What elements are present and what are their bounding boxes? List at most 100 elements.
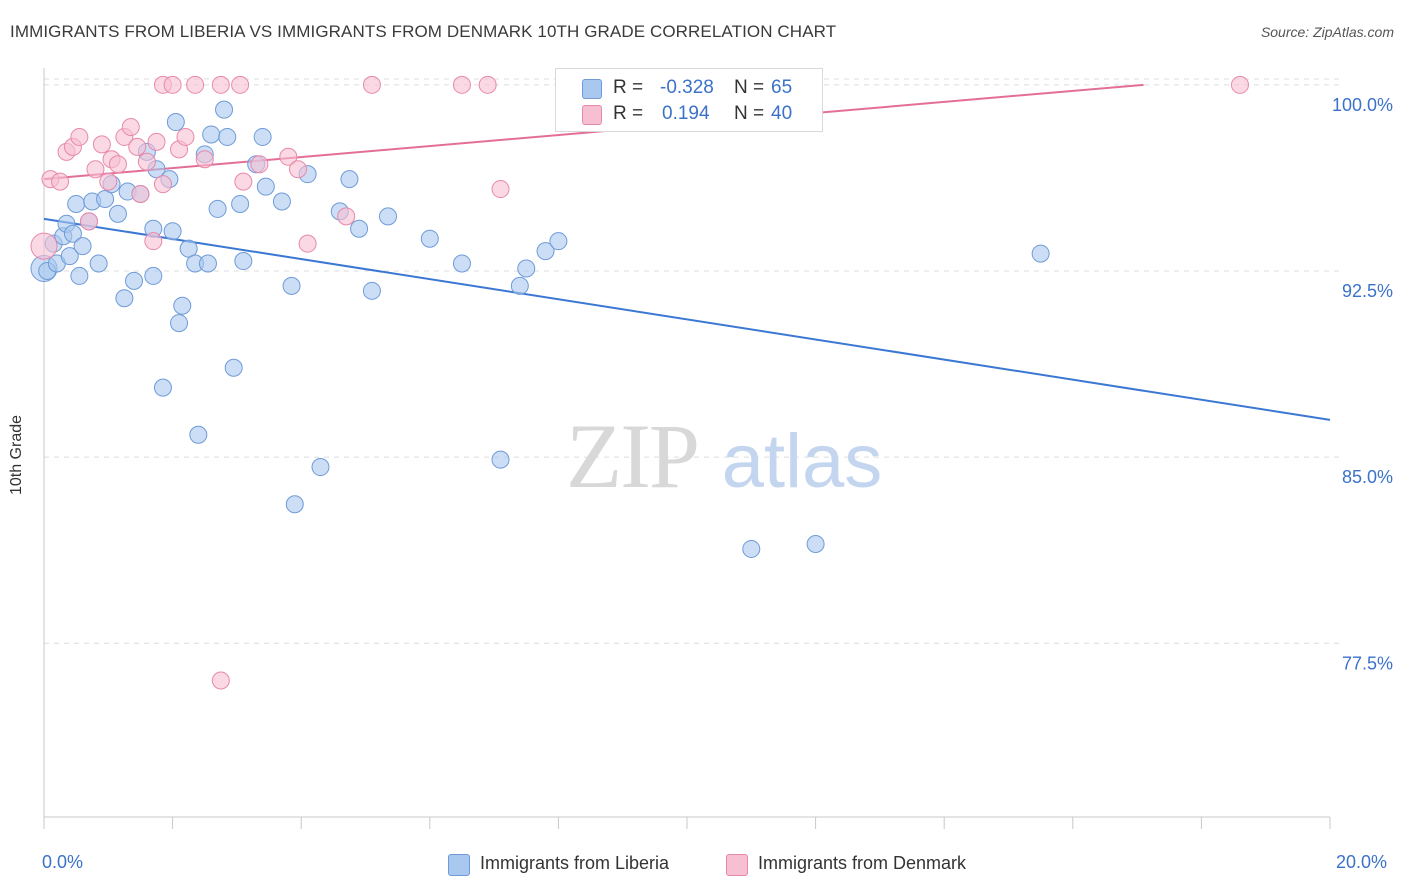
legend-swatch-denmark (582, 105, 602, 125)
bottom-legend-swatch-liberia (448, 854, 470, 876)
point-liberia (452, 254, 471, 273)
point-denmark (186, 75, 205, 94)
chart-title: IMMIGRANTS FROM LIBERIA VS IMMIGRANTS FR… (10, 22, 837, 41)
point-liberia (379, 207, 398, 226)
correlation-legend: R = -0.328 N = 65 R = 0.194 N = 40 (555, 68, 823, 132)
point-denmark (452, 75, 471, 94)
point-denmark (131, 185, 150, 204)
point-denmark (153, 175, 172, 194)
legend-row-denmark: R = 0.194 N = 40 (556, 101, 822, 127)
y-axis-label: 10th Grade (8, 414, 25, 496)
point-denmark (86, 160, 105, 179)
trend-line-liberia (43, 217, 1331, 421)
point-denmark (99, 172, 118, 191)
legend-n-label: N = (734, 77, 765, 98)
point-liberia (510, 276, 529, 295)
point-denmark (288, 160, 307, 179)
point-denmark (250, 155, 269, 174)
point-liberia (362, 281, 381, 300)
point-liberia (67, 194, 86, 213)
point-liberia (218, 127, 237, 146)
point-liberia (70, 266, 89, 285)
point-liberia (163, 222, 182, 241)
point-liberia (234, 252, 253, 271)
point-liberia (272, 192, 291, 211)
point-liberia (153, 378, 172, 397)
point-liberia (125, 271, 144, 290)
point-liberia (311, 458, 330, 477)
point-liberia (202, 125, 221, 144)
point-liberia (491, 450, 510, 469)
x-tick-label-max: 20.0% (1336, 852, 1388, 872)
legend-n-value: 65 (771, 77, 793, 98)
bottom-legend-label-denmark: Immigrants from Denmark (758, 853, 967, 873)
point-liberia (215, 100, 234, 119)
point-denmark (211, 75, 230, 94)
legend-n-label: N = (734, 103, 765, 124)
point-liberia (144, 266, 163, 285)
point-liberia (340, 170, 359, 189)
point-denmark (163, 75, 182, 94)
point-denmark (491, 180, 510, 199)
y-tick-label: 92.5% (1342, 281, 1393, 301)
point-denmark (92, 135, 111, 154)
grid-lines (44, 78, 1340, 644)
x-tick-label-min: 0.0% (42, 852, 84, 872)
y-tick-label: 100.0% (1332, 95, 1393, 115)
legend-r-value: -0.328 (660, 77, 714, 98)
point-denmark (195, 150, 214, 169)
source-credit[interactable]: Source: ZipAtlas.com (1260, 24, 1394, 40)
point-denmark (70, 127, 89, 146)
legend-row-liberia: R = -0.328 N = 65 (556, 75, 822, 101)
point-denmark (176, 127, 195, 146)
point-liberia (166, 113, 185, 132)
point-denmark (362, 75, 381, 94)
point-denmark (231, 75, 250, 94)
point-liberia (282, 276, 301, 295)
point-denmark (211, 671, 230, 690)
point-liberia (420, 229, 439, 248)
point-denmark (279, 147, 298, 166)
point-liberia (742, 539, 761, 558)
point-liberia (1031, 244, 1050, 263)
bottom-legend-label-liberia: Immigrants from Liberia (480, 853, 670, 873)
legend-r-value: 0.194 (662, 103, 710, 124)
point-liberia (806, 534, 825, 553)
point-liberia (208, 199, 227, 218)
point-liberia (179, 239, 198, 258)
watermark-atlas: atlas (722, 419, 883, 504)
point-denmark (108, 155, 127, 174)
point-liberia (285, 495, 304, 514)
point-denmark (478, 75, 497, 94)
point-liberia (253, 127, 272, 146)
point-liberia (350, 219, 369, 238)
point-liberia (96, 189, 115, 208)
point-liberia (517, 259, 536, 278)
point-liberia (89, 254, 108, 273)
point-liberia (115, 289, 134, 308)
point-denmark (1230, 75, 1249, 94)
point-liberia (549, 232, 568, 251)
axes (43, 68, 1331, 829)
point-denmark (30, 232, 58, 260)
y-tick-labels: 77.5% 85.0% 92.5% 100.0% (1332, 95, 1393, 673)
legend-swatch-liberia (582, 79, 602, 99)
point-denmark (51, 172, 70, 191)
point-denmark (121, 118, 140, 137)
point-liberia (536, 242, 555, 261)
point-liberia (63, 224, 82, 243)
point-liberia (170, 314, 189, 333)
point-liberia (198, 254, 217, 273)
legend-n-value: 40 (771, 103, 793, 124)
point-denmark (128, 137, 147, 156)
legend-r-label: R = (613, 103, 644, 124)
data-points (30, 75, 1249, 690)
point-denmark (337, 207, 356, 226)
point-denmark (298, 234, 317, 253)
y-tick-label: 85.0% (1342, 467, 1393, 487)
point-liberia (73, 237, 92, 256)
point-denmark (147, 132, 166, 151)
y-tick-label: 77.5% (1342, 653, 1393, 673)
watermark: ZIP atlas (566, 405, 882, 507)
